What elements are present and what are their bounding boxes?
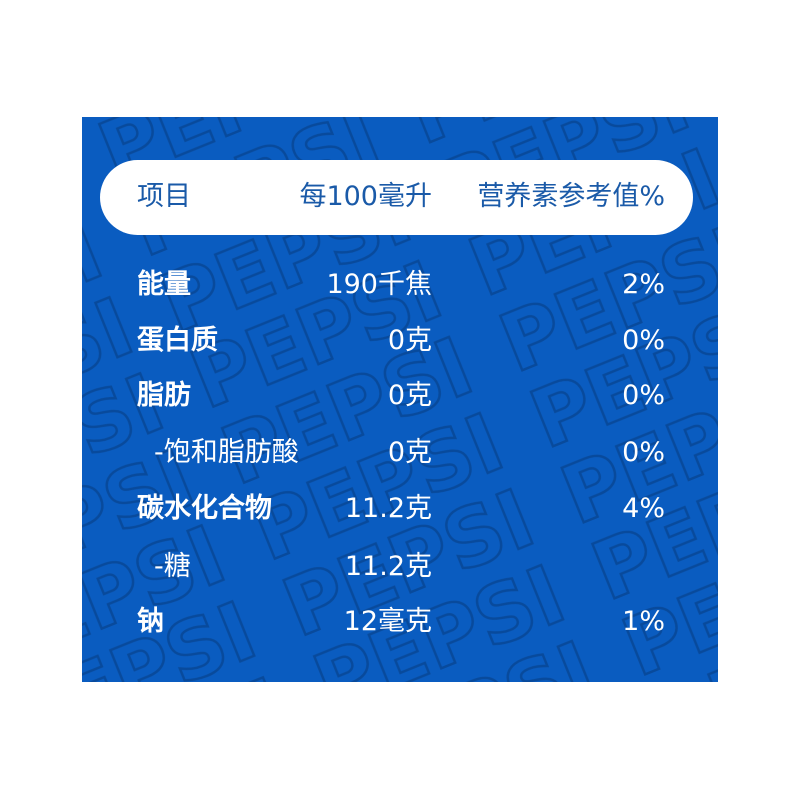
row-value: 12毫克 <box>343 606 432 637</box>
table-row: -糖 11.2克 <box>82 547 718 587</box>
row-nrv: 1% <box>622 606 665 637</box>
row-nrv: 4% <box>622 493 665 524</box>
row-label: 能量 <box>137 269 191 300</box>
row-label: 蛋白质 <box>137 325 218 356</box>
table-row: -饱和脂肪酸 0克 0% <box>82 433 718 473</box>
header-nrv: 营养素参考值% <box>477 181 665 212</box>
table-row: 碳水化合物 11.2克 4% <box>82 489 718 529</box>
table-row: 脂肪 0克 0% <box>82 376 718 416</box>
row-label: 脂肪 <box>137 380 191 411</box>
row-label: 碳水化合物 <box>137 493 272 524</box>
row-nrv: 2% <box>622 269 665 300</box>
row-value: 11.2克 <box>344 551 432 582</box>
table-row: 钠 12毫克 1% <box>82 602 718 642</box>
row-nrv: 0% <box>622 325 665 356</box>
table-header: 项目 每100毫升 营养素参考值% <box>100 160 693 235</box>
row-value: 0克 <box>387 380 432 411</box>
row-value: 11.2克 <box>344 493 432 524</box>
nutrition-panel: PEPSI 项目 每100毫升 营养素参考值% 能量 190千焦 2%蛋白质 0… <box>82 117 718 682</box>
row-label: 钠 <box>137 606 164 637</box>
table-row: 能量 190千焦 2% <box>82 265 718 305</box>
row-value: 0克 <box>387 437 432 468</box>
row-value: 190千焦 <box>326 269 432 300</box>
row-value: 0克 <box>387 325 432 356</box>
row-label: -饱和脂肪酸 <box>154 437 299 468</box>
row-label: -糖 <box>154 551 191 582</box>
header-per100: 每100毫升 <box>299 181 432 212</box>
header-item: 项目 <box>137 181 191 212</box>
table-row: 蛋白质 0克 0% <box>82 321 718 361</box>
row-nrv: 0% <box>622 380 665 411</box>
row-nrv: 0% <box>622 437 665 468</box>
